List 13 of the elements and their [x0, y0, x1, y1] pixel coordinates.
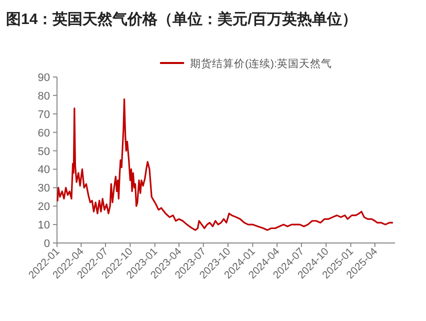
- y-tick-label: 80: [38, 90, 50, 102]
- y-tick-label: 60: [38, 127, 50, 140]
- y-tick-label: 50: [38, 146, 50, 158]
- y-tick-label: 0: [44, 238, 50, 250]
- y-tick-label: 30: [38, 182, 50, 195]
- y-tick-label: 90: [38, 72, 50, 84]
- line-series: [56, 98, 394, 231]
- y-tick-label: 40: [38, 164, 50, 176]
- y-tick-label: 70: [38, 108, 50, 121]
- y-tick-label: 10: [38, 220, 50, 232]
- y-tick-label: 20: [38, 201, 50, 214]
- legend-label: 期货结算价(连续):英国天然气: [190, 57, 332, 70]
- chart-title: 图14：英国天然气价格（单位：美元/百万英热单位）: [6, 10, 357, 28]
